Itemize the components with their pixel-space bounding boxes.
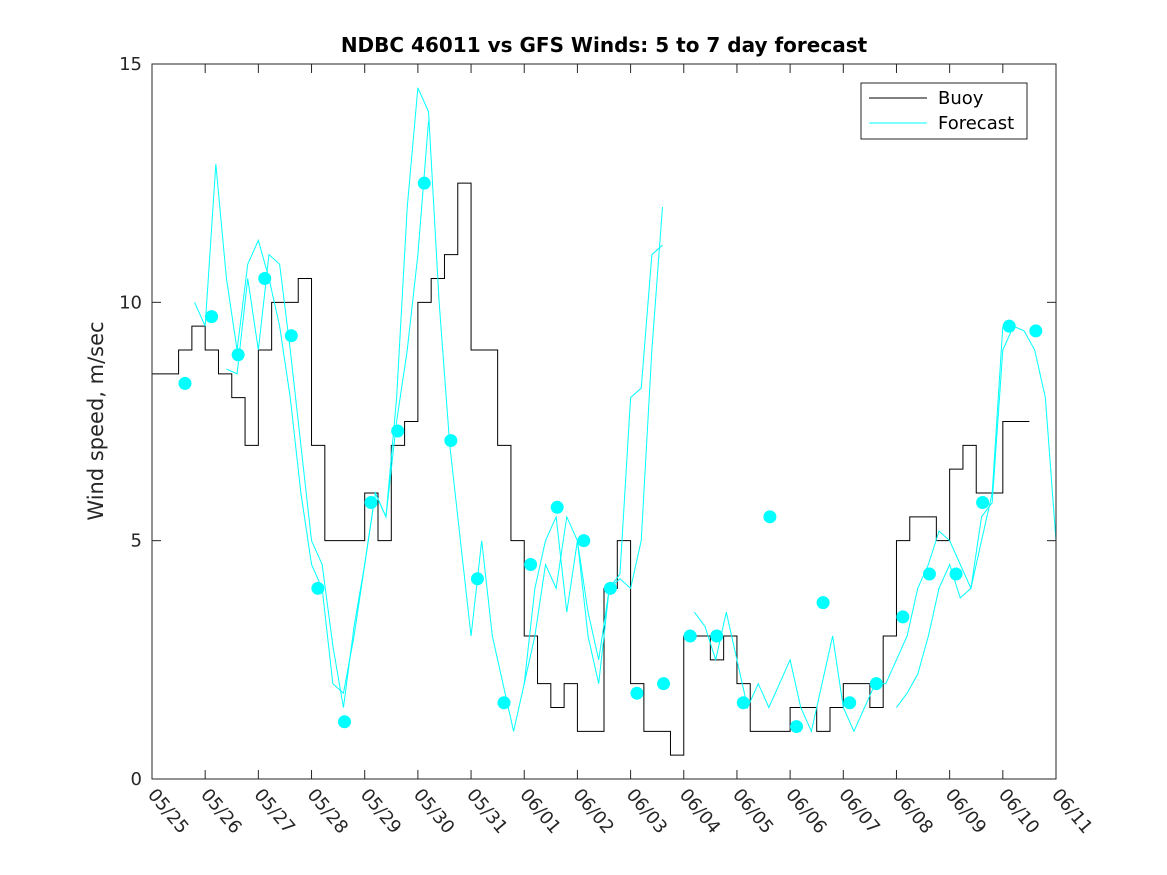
forecast-run-line-6 xyxy=(896,325,1057,708)
forecast-marker xyxy=(284,329,298,343)
forecast-marker xyxy=(843,696,857,710)
forecast-run-line-2 xyxy=(226,121,430,708)
forecast-marker xyxy=(550,500,564,514)
forecast-marker xyxy=(178,376,192,390)
x-tick-label: 05/26 xyxy=(196,785,245,838)
x-tick-label: 06/09 xyxy=(941,785,990,838)
y-axis-label: Wind speed, m/sec xyxy=(84,321,108,520)
forecast-run-line-3 xyxy=(417,87,663,732)
forecast-marker xyxy=(1029,324,1043,338)
legend-label-forecast: Forecast xyxy=(938,113,1014,134)
forecast-marker xyxy=(497,696,511,710)
forecast-marker xyxy=(417,176,431,190)
legend: Buoy Forecast xyxy=(860,82,1028,140)
forecast-run-line-5 xyxy=(693,326,1004,733)
x-tick-label: 05/28 xyxy=(303,785,352,838)
forecast-marker xyxy=(736,696,750,710)
forecast-marker xyxy=(603,581,617,595)
y-axis: 0 5 10 15 xyxy=(119,54,1056,790)
forecast-marker xyxy=(524,558,538,571)
x-tick-label: 06/10 xyxy=(994,785,1043,838)
forecast-marker xyxy=(1002,319,1016,333)
forecast-marker xyxy=(364,496,378,510)
forecast-marker xyxy=(577,534,591,548)
x-tick-label: 06/06 xyxy=(781,785,830,838)
buoy-series-line xyxy=(152,182,1030,756)
chart-title: NDBC 46011 vs GFS Winds: 5 to 7 day fore… xyxy=(341,33,868,57)
forecast-marker xyxy=(311,581,325,595)
x-axis: 05/25 05/26 05/27 05/28 05/29 05/30 05/31 06/01… xyxy=(143,64,1097,838)
forecast-marker xyxy=(683,629,697,643)
x-tick-label: 05/31 xyxy=(462,785,511,838)
forecast-run-line-4 xyxy=(523,244,663,684)
forecast-marker xyxy=(231,348,245,362)
x-tick-label: 05/25 xyxy=(143,785,192,838)
forecast-marker xyxy=(976,496,990,510)
x-tick-label: 06/03 xyxy=(622,785,671,838)
forecast-marker xyxy=(816,596,830,610)
y-tick-label: 15 xyxy=(119,54,142,75)
y-tick-label: 0 xyxy=(131,769,142,790)
forecast-marker xyxy=(657,677,671,691)
x-tick-label: 06/11 xyxy=(1047,785,1096,838)
plot-area xyxy=(152,87,1057,756)
forecast-marker xyxy=(470,572,484,586)
forecast-marker xyxy=(896,610,910,624)
forecast-marker xyxy=(710,629,724,643)
x-tick-label: 06/07 xyxy=(834,785,883,838)
forecast-marker xyxy=(922,567,936,581)
forecast-marker xyxy=(869,677,883,691)
forecast-marker xyxy=(391,424,405,438)
forecast-marker xyxy=(949,567,963,581)
forecast-marker xyxy=(205,310,219,324)
x-tick-label: 06/02 xyxy=(569,785,618,838)
forecast-marker xyxy=(789,720,803,734)
x-tick-label: 06/08 xyxy=(888,785,937,838)
forecast-marker xyxy=(763,510,777,524)
x-tick-label: 05/30 xyxy=(409,785,458,838)
forecast-marker xyxy=(337,715,351,729)
y-tick-label: 10 xyxy=(119,292,142,313)
x-tick-label: 05/27 xyxy=(250,785,299,838)
x-tick-label: 06/01 xyxy=(515,785,564,838)
x-tick-label: 06/04 xyxy=(675,785,724,838)
forecast-run-line-1 xyxy=(194,87,419,695)
x-tick-label: 05/29 xyxy=(356,785,405,838)
legend-box xyxy=(860,82,1028,140)
forecast-marker xyxy=(630,686,644,700)
x-tick-label: 06/05 xyxy=(728,785,777,838)
y-tick-label: 5 xyxy=(131,531,142,552)
plot-frame xyxy=(151,63,1057,780)
forecast-marker xyxy=(258,272,272,285)
legend-label-buoy: Buoy xyxy=(938,88,984,109)
forecast-marker xyxy=(444,434,458,448)
